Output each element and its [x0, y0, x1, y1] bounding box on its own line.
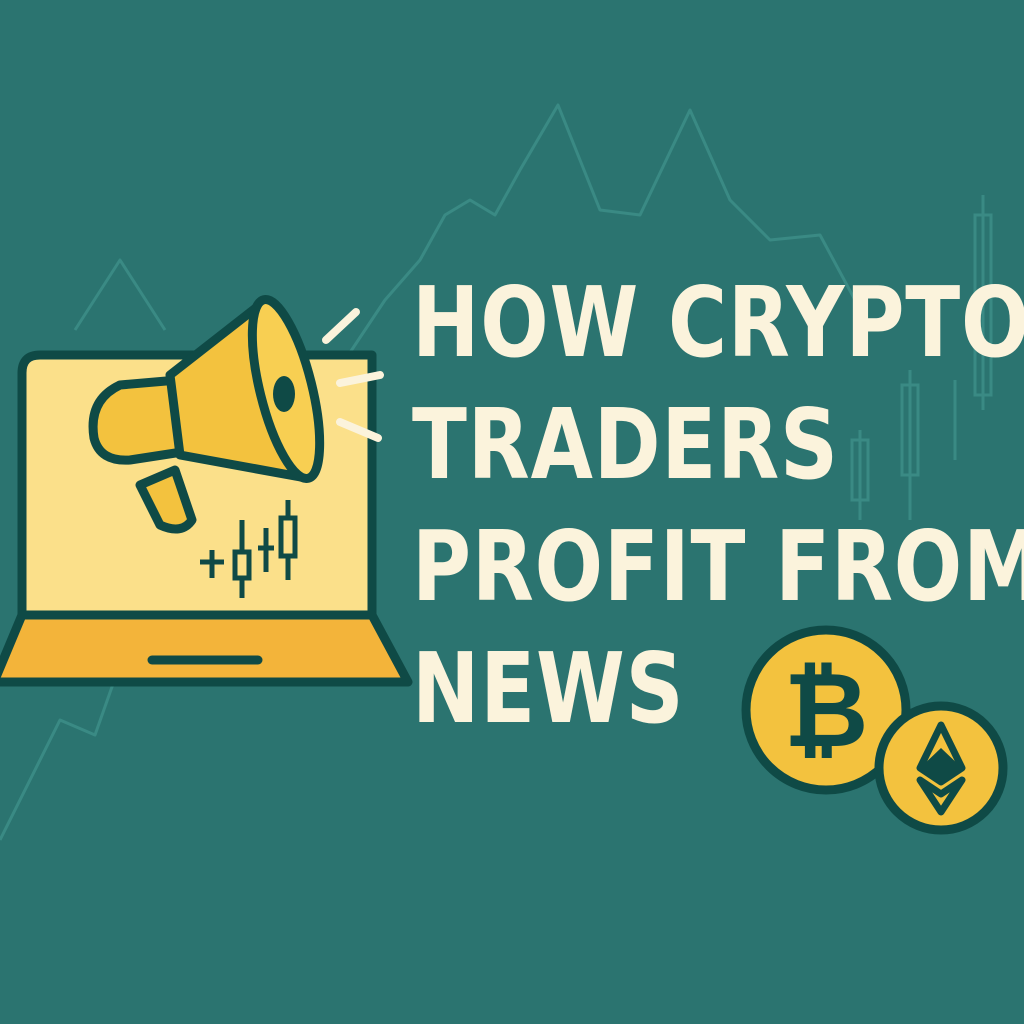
headline-line-1: HOW CRYPTO [412, 266, 1024, 379]
bitcoin-coin-icon: ₿ [741, 625, 911, 795]
megaphone-icon [88, 295, 384, 534]
svg-text:₿: ₿ [784, 649, 869, 771]
headline-line-4: NEWS [412, 632, 685, 745]
headline-line-3: PROFIT FROM [412, 510, 1024, 623]
candlestick-icon [200, 500, 298, 598]
headline: HOW CRYPTO TRADERS PROFIT FROM NEWS [412, 262, 1024, 750]
headline-line-2: TRADERS [412, 388, 839, 501]
ethereum-coin-icon [874, 701, 1008, 835]
